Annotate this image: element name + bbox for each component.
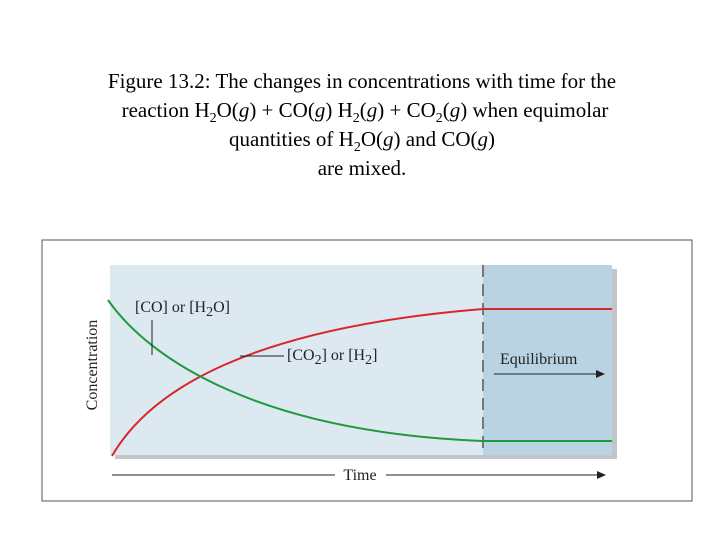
label-text: ] — [372, 347, 377, 364]
label-text: ] or [H — [322, 347, 366, 364]
caption-text: ) + CO( — [249, 98, 315, 122]
caption-text: ) — [488, 127, 495, 151]
caption-sub: 2 — [353, 111, 360, 126]
label-text: [CO] or [H — [135, 299, 207, 316]
label-sub: 2 — [365, 353, 372, 368]
label-sub: 2 — [206, 305, 213, 320]
caption-italic: g — [315, 98, 326, 122]
x-axis-label: Time — [343, 467, 376, 484]
caption-italic: g — [239, 98, 250, 122]
caption-text: ) H — [325, 98, 352, 122]
product-curve — [111, 308, 612, 457]
caption-text: quantities of H — [229, 127, 354, 151]
arrowhead — [596, 370, 605, 378]
label-text: O] — [213, 299, 230, 316]
caption-line: are mixed. — [318, 156, 407, 180]
caption-line: quantities of H2O(g) and CO(g) — [229, 127, 495, 155]
caption-italic: g — [477, 127, 488, 151]
reactant-curve — [107, 299, 612, 442]
caption-line: Figure 13.2: The changes in concentratio… — [108, 69, 616, 93]
caption-line: reaction H2O(g) + CO(g) H2(g) + CO2(g) w… — [122, 98, 609, 126]
region-label: Equilibrium — [500, 351, 578, 368]
caption-text: reaction H — [122, 98, 210, 122]
reactant-label: [CO] or [H2O] — [135, 299, 230, 320]
equilibrium-region — [483, 265, 612, 455]
label-sub: 2 — [315, 353, 322, 368]
caption-italic: g — [450, 98, 461, 122]
caption-text: ) + CO — [377, 98, 436, 122]
caption-text: O( — [361, 127, 383, 151]
arrowhead — [597, 471, 606, 479]
y-axis-label: Concentration — [84, 320, 101, 411]
caption-text: O( — [217, 98, 239, 122]
caption-italic: g — [383, 127, 394, 151]
caption-text: ) and CO( — [394, 127, 478, 151]
product-label: [CO2] or [H2] — [287, 347, 377, 368]
caption-text: are mixed. — [318, 156, 407, 180]
caption-text: ( — [443, 98, 450, 122]
caption-text: ( — [360, 98, 367, 122]
caption-text: Figure 13.2: The changes in concentratio… — [108, 69, 616, 93]
caption-sub: 2 — [210, 111, 217, 126]
label-text: [CO — [287, 347, 315, 364]
caption-text: ) when equimolar — [460, 98, 608, 122]
caption-italic: g — [367, 98, 378, 122]
caption-sub: 2 — [436, 111, 443, 126]
caption-sub: 2 — [354, 140, 361, 155]
